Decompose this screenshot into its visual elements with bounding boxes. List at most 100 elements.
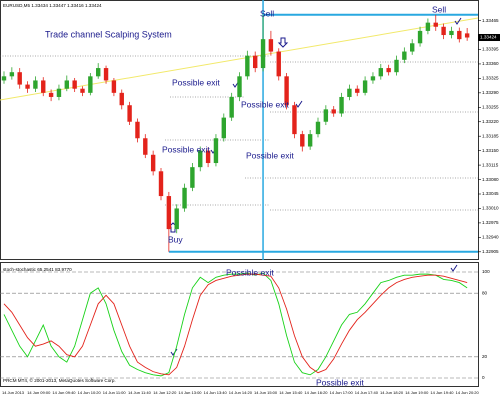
down-arrow: [277, 37, 289, 48]
candle-body: [41, 80, 46, 93]
candle-body: [143, 138, 148, 155]
x-tick-label: 14 Jun 18:20: [380, 390, 404, 395]
x-tick-label: 14 Jun 10:20: [78, 390, 102, 395]
candle-body: [174, 208, 179, 230]
candle-body: [245, 55, 250, 77]
x-tick-label: 14 Jun 09:00: [27, 390, 51, 395]
y-tick-label: 1.33255: [482, 105, 499, 110]
x-tick-label: 14 Jun 11:00: [103, 390, 127, 395]
candle-body: [72, 80, 77, 89]
y-tick-label: 1.33115: [482, 162, 499, 167]
candle-body: [276, 51, 281, 77]
annotation: Possible exit: [162, 144, 210, 154]
candle-body: [284, 76, 289, 106]
x-tick-label: 14 Jun 19:00: [405, 390, 429, 395]
candle-body: [80, 88, 85, 93]
candle-body: [449, 30, 454, 36]
candle-body: [150, 154, 156, 172]
y-tick-label: 1.33290: [482, 90, 499, 95]
candle-body: [410, 43, 415, 52]
annotation: Possible exit: [241, 99, 289, 109]
trend-line: [0, 17, 479, 101]
candle-body: [166, 196, 172, 230]
y-tick-label: 100: [482, 269, 490, 274]
candle-body: [378, 68, 383, 77]
candle-body: [88, 76, 93, 93]
candle-body: [441, 26, 446, 36]
candle-body: [56, 88, 62, 97]
candle-body: [394, 59, 399, 73]
x-tick-label: 14 Jun 17:40: [355, 390, 379, 395]
check-icon: [295, 100, 303, 108]
candle-body: [323, 109, 329, 122]
candle-body: [205, 150, 211, 164]
candle-body: [158, 171, 164, 197]
candle-body: [33, 80, 38, 89]
annotation: Possible exit: [246, 150, 294, 160]
stoch-line: [3, 273, 468, 376]
x-tick-label: 14 Jun 15:00: [254, 390, 278, 395]
candle-body: [300, 134, 305, 147]
y-tick-label: 1.33010: [482, 206, 499, 211]
x-tick-label: 14 Jun 2013: [2, 390, 25, 395]
candle-body: [237, 76, 242, 97]
candle-body: [464, 33, 470, 38]
x-tick-label: 14 Jun 09:40: [52, 390, 76, 395]
candle-body: [48, 92, 54, 97]
candle-body: [260, 39, 266, 69]
footer: PRCM MT4, © 2001-2013, MetaQuotes Softwa…: [3, 377, 116, 383]
candle-body: [135, 121, 140, 139]
candle-body: [355, 88, 360, 93]
y-tick-label: 1.33220: [482, 119, 499, 124]
annotation: Possible exit: [172, 77, 220, 87]
last-price-box: [478, 34, 500, 42]
candle-body: [307, 134, 313, 147]
candle-body: [292, 105, 297, 135]
symbol-label: EURUSD,M5 1.33434 1.33447 1.33416 1.3342…: [3, 3, 102, 8]
x-tick-label: 14 Jun 13:40: [204, 390, 228, 395]
check-icon: [450, 264, 458, 272]
candle-body: [127, 105, 132, 122]
x-tick-label: 14 Jun 19:40: [430, 390, 454, 395]
candle-body: [111, 80, 117, 93]
check-icon: [454, 17, 462, 25]
x-tick-label: 14 Jun 12:20: [153, 390, 177, 395]
annotation: Possible exit: [226, 267, 274, 277]
x-tick-label: 14 Jun 15:40: [279, 390, 303, 395]
candle-body: [25, 84, 30, 89]
candle-body: [229, 96, 234, 118]
candle-body: [213, 138, 219, 164]
candle-body: [457, 30, 462, 40]
y-tick-label: 1.33045: [482, 191, 499, 196]
candle-body: [433, 22, 438, 27]
candle-body: [386, 68, 391, 73]
y-tick-label: 1.33150: [482, 148, 499, 153]
candle-body: [425, 22, 431, 31]
y-tick-label: 1.32905: [482, 249, 499, 254]
x-tick-label: 14 Jun 17:00: [330, 390, 354, 395]
y-tick-label: 20: [482, 354, 488, 359]
x-tick-label: 14 Jun 11:40: [128, 390, 152, 395]
candle-body: [9, 72, 15, 77]
candle-body: [1, 76, 7, 81]
candle-body: [253, 55, 258, 69]
candle-body: [417, 30, 423, 44]
price-panel: [0, 0, 479, 260]
indicator-panel: [0, 262, 479, 387]
y-tick-label: 1.33395: [482, 47, 499, 52]
candle-body: [96, 68, 101, 77]
x-tick-label: 14 Jun 14:20: [229, 390, 253, 395]
y-tick-label: 80: [482, 290, 488, 295]
candle-body: [17, 72, 22, 85]
annotation: Possible exit: [316, 377, 364, 387]
candle-body: [198, 150, 203, 168]
candle-body: [339, 96, 344, 114]
stoch-line: [3, 272, 468, 377]
x-tick-label: 14 Jun 16:20: [304, 390, 328, 395]
candle-body: [315, 121, 321, 135]
candle-body: [268, 39, 274, 52]
candle-body: [402, 51, 407, 60]
chart-title: Trade channel Scalping System: [45, 29, 172, 39]
